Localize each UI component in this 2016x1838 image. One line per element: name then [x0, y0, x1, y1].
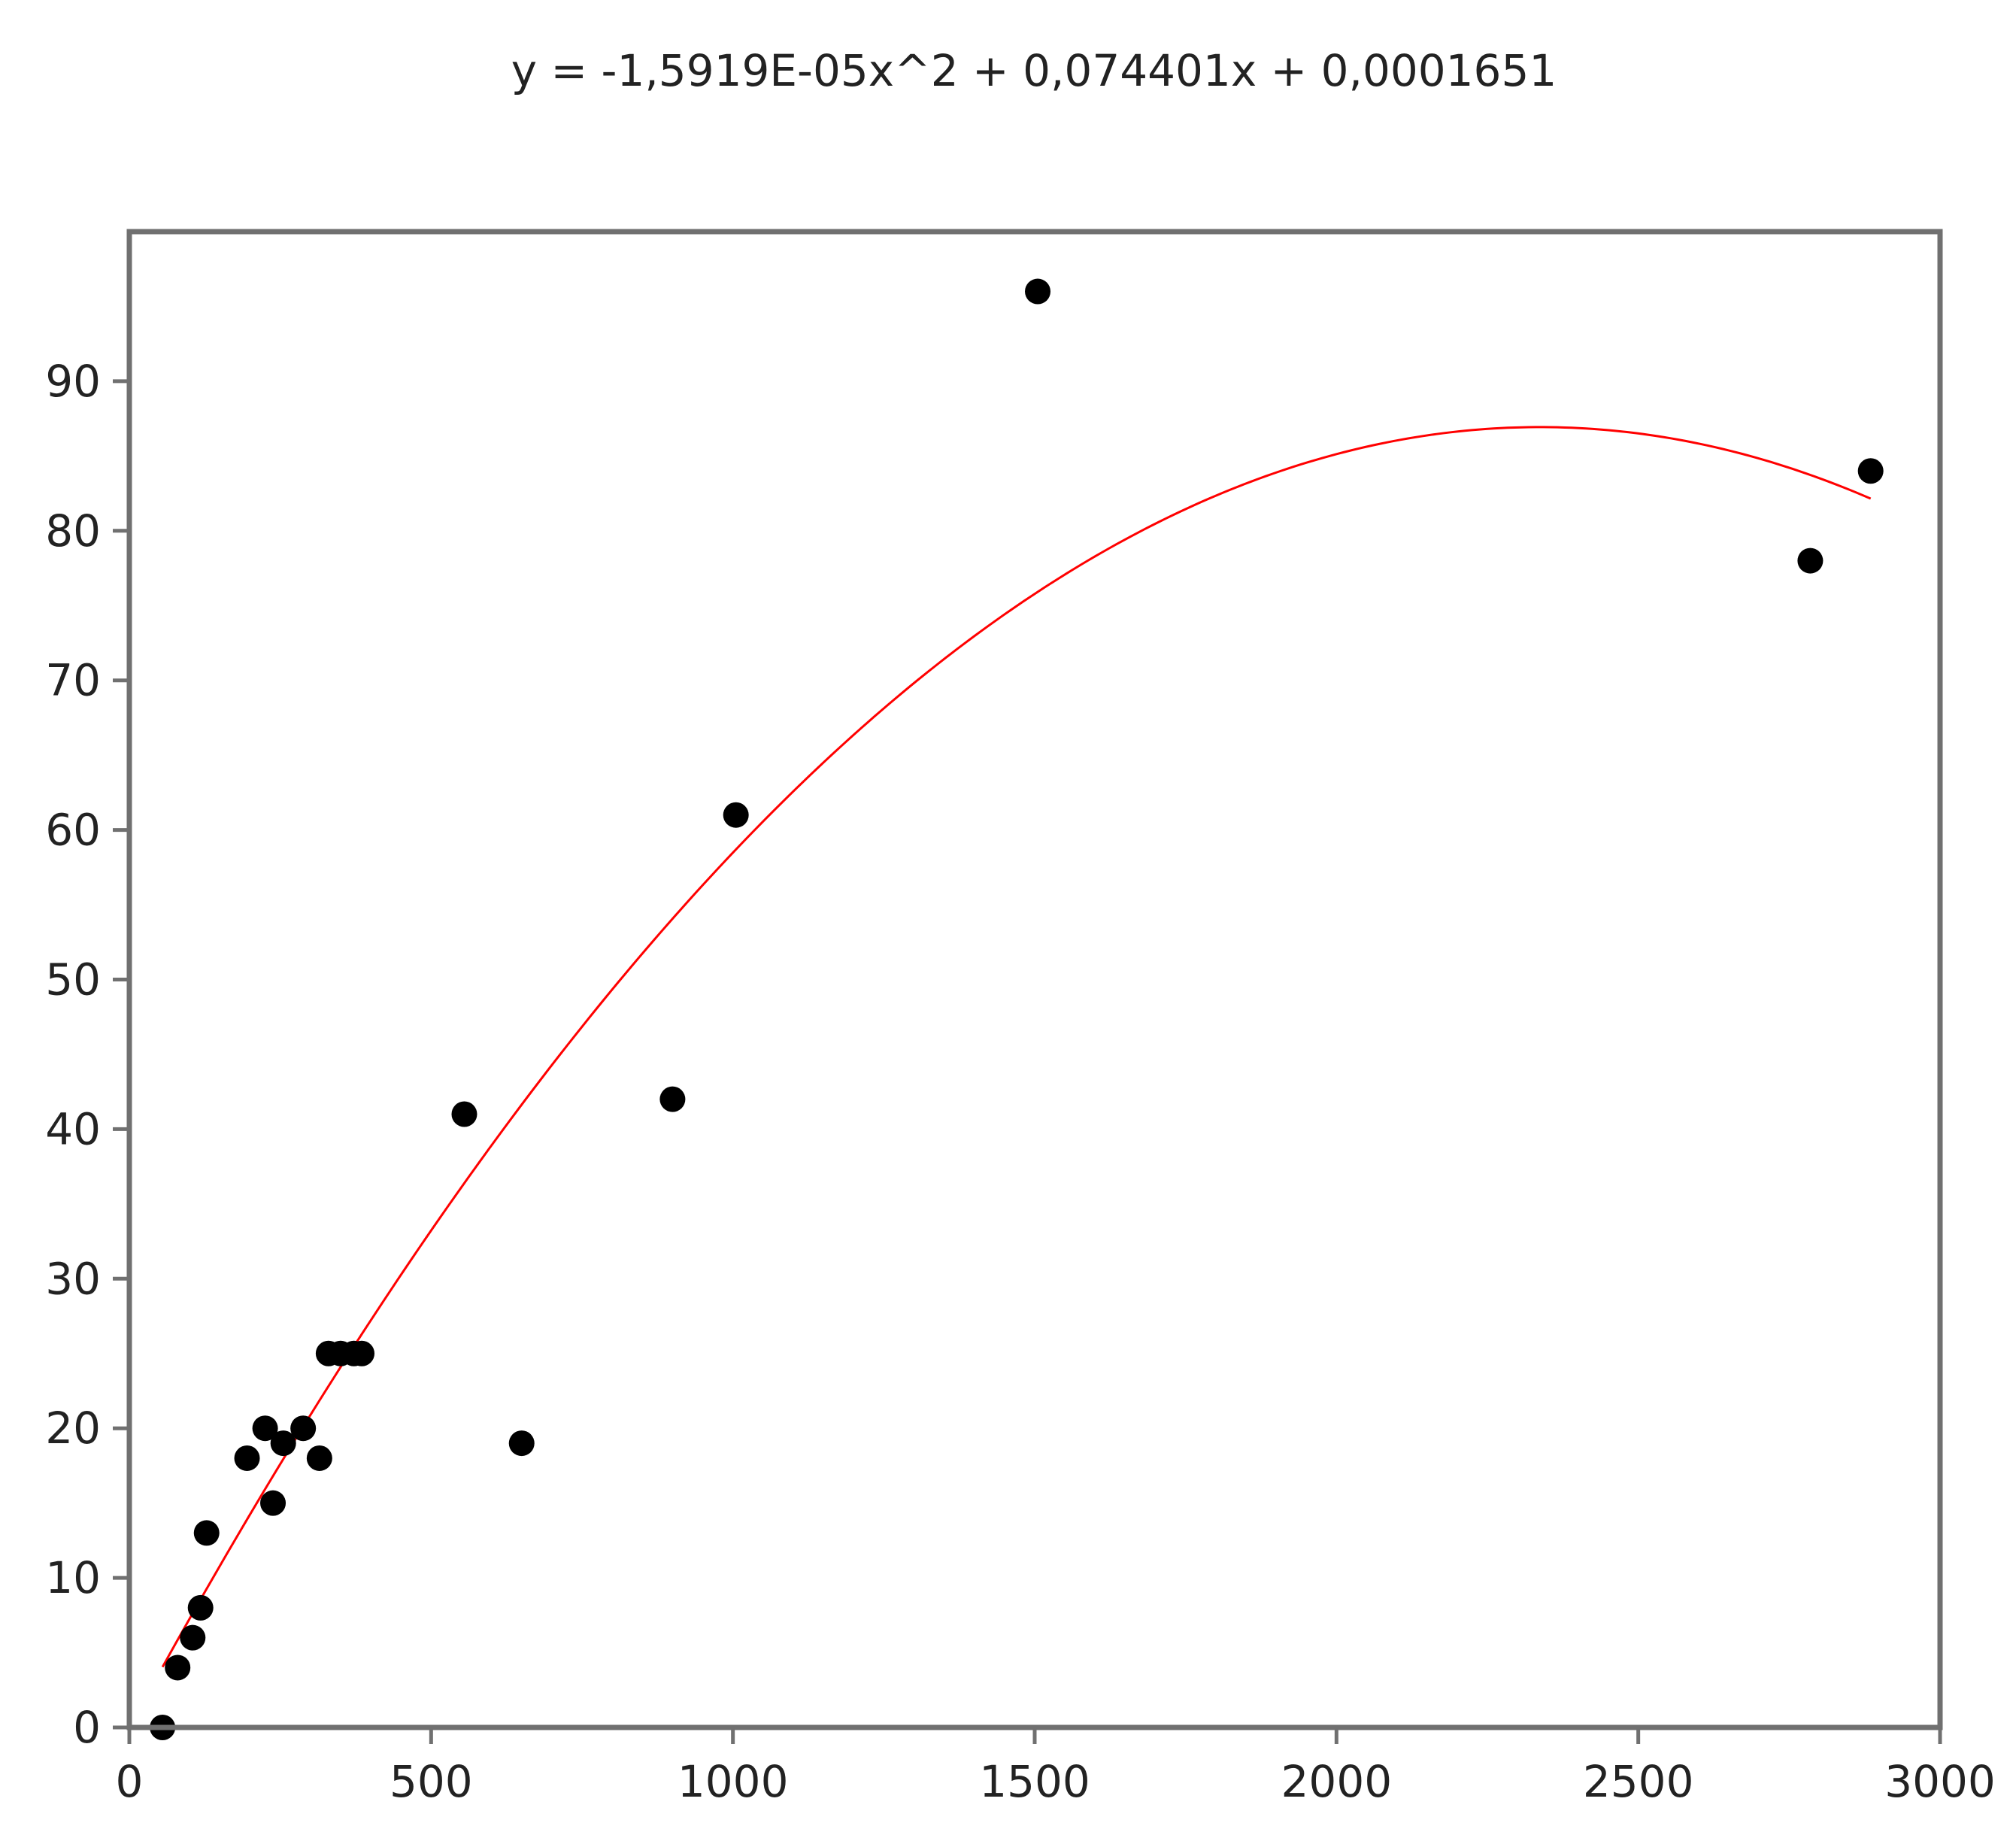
data-points [150, 278, 1884, 1740]
y-tick-label: 0 [73, 1702, 101, 1753]
data-point [1797, 547, 1823, 574]
data-point [451, 1101, 477, 1127]
plot-frame [126, 229, 1943, 1730]
data-point [270, 1430, 296, 1457]
data-point [723, 802, 749, 828]
y-tick-label: 80 [45, 505, 101, 557]
y-tick-label: 10 [45, 1552, 101, 1603]
data-point [1025, 278, 1051, 305]
x-tick-label: 3000 [1884, 1756, 1996, 1807]
y-tick-label: 40 [45, 1103, 101, 1154]
data-point [187, 1594, 214, 1621]
chart-title: y = -1,5919E-05x^2 + 0,074401x + 0,00016… [511, 45, 1557, 96]
data-point [1857, 458, 1884, 484]
data-point [180, 1624, 206, 1651]
x-tick-label: 500 [390, 1756, 473, 1807]
data-point [260, 1490, 286, 1516]
x-tick-label: 1000 [678, 1756, 789, 1807]
data-point [252, 1415, 278, 1442]
data-point [306, 1445, 332, 1471]
y-tick-label: 30 [45, 1253, 101, 1304]
data-point [659, 1086, 686, 1112]
y-tick-label: 50 [45, 954, 101, 1005]
x-tick-label: 2000 [1281, 1756, 1393, 1807]
x-tick-label: 2500 [1583, 1756, 1694, 1807]
data-point [349, 1340, 375, 1366]
y-tick-label: 70 [45, 655, 101, 706]
y-tick-label: 90 [45, 356, 101, 407]
x-tick-label: 0 [116, 1756, 144, 1807]
data-point [193, 1520, 220, 1546]
data-point [234, 1445, 260, 1471]
y-tick-label: 20 [45, 1403, 101, 1454]
y-tick-label: 60 [45, 805, 101, 856]
x-tick-label: 1500 [979, 1756, 1090, 1807]
tick-labels: 0 500 1000 1500 2000 2500 3000 0 10 20 30 40 50 60 70 8… [45, 356, 1996, 1807]
trendline-curve [161, 426, 1872, 1668]
data-point [508, 1430, 535, 1457]
tick-marks [113, 379, 1942, 1744]
data-point [165, 1655, 191, 1681]
data-point [290, 1415, 317, 1442]
